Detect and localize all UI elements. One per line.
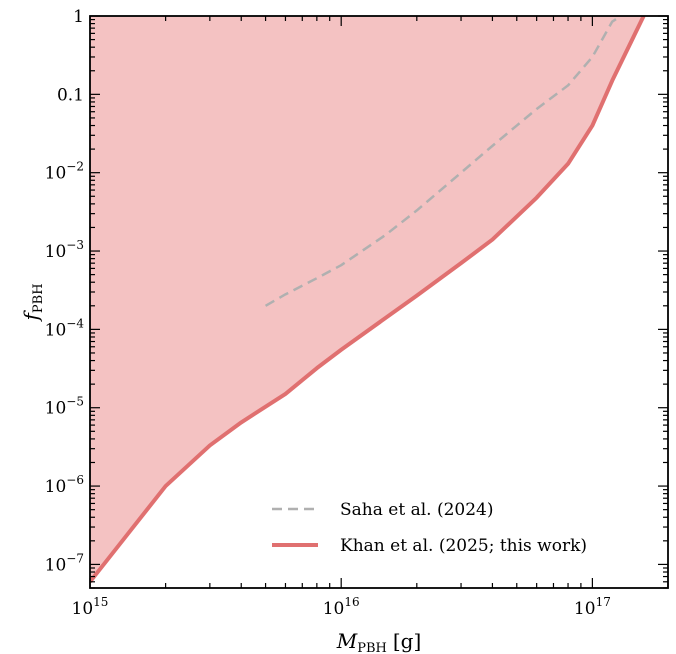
legend: Saha et al. (2024) Khan et al. (2025; th… (272, 500, 587, 556)
series-line-khan (90, 16, 646, 584)
legend-label-khan: Khan et al. (2025; this work) (340, 536, 587, 556)
y-axis-label-sub: PBH (31, 283, 46, 313)
legend-label-saha: Saha et al. (2024) (340, 500, 493, 520)
excluded-region-fill (90, 16, 644, 582)
plot-frame (89, 15, 669, 589)
y-tick-label: 10−2 (45, 160, 84, 184)
axis-ticks (89, 15, 669, 589)
y-tick-label: 10−5 (45, 395, 84, 419)
x-axis-label-main: M (336, 629, 358, 653)
y-tick-label: 1 (73, 7, 84, 27)
x-tick-label: 1015 (72, 595, 109, 619)
x-axis-label: MPBH [g] (336, 629, 422, 654)
x-axis-label-unit: [g] (393, 629, 421, 653)
x-tick-label: 1016 (323, 595, 360, 619)
x-tick-label: 1017 (574, 595, 611, 619)
y-tick-label: 10−3 (45, 238, 84, 262)
y-tick-label: 10−4 (45, 316, 85, 340)
y-axis-label: fPBH (19, 283, 46, 322)
x-axis-label-sub: PBH (357, 641, 387, 654)
y-tick-label: 10−7 (45, 551, 84, 575)
y-tick-label: 0.1 (57, 85, 84, 105)
plot-area (90, 16, 646, 584)
y-tick-label: 10−6 (45, 473, 84, 497)
series-line-saha (264, 16, 622, 307)
tick-labels: 1015 1016 1017 1 0.1 10−2 10−3 10−4 10−5 10−6 10−7 (45, 7, 611, 619)
